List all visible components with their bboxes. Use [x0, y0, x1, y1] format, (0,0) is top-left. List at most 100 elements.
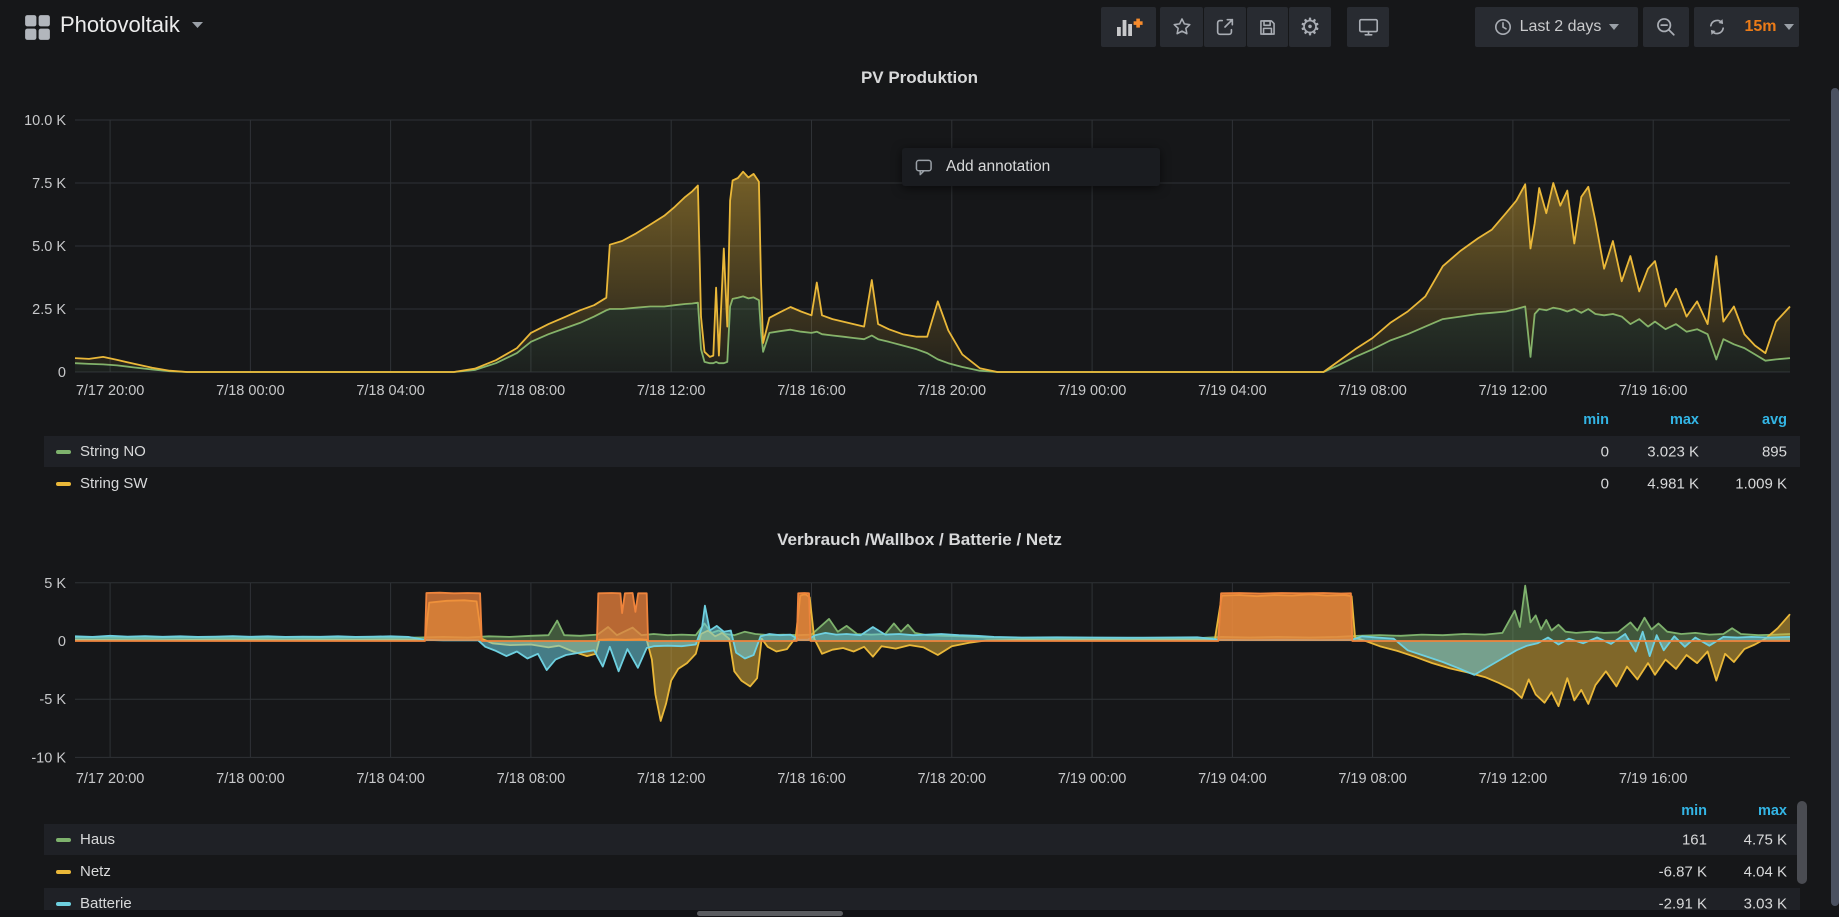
y-axis-label: -10 K: [31, 750, 66, 766]
netz-min: -6.87 K: [1658, 863, 1707, 880]
y-axis-label: 5 K: [44, 576, 66, 592]
star-button[interactable]: [1160, 7, 1203, 47]
x-axis-label: 7/18 12:00: [637, 771, 706, 787]
series-area-Haus: [75, 585, 1790, 641]
x-axis-label: 7/18 20:00: [918, 383, 987, 399]
comment-bubble-icon: [915, 159, 932, 175]
x-axis-label: 7/18 12:00: [637, 383, 706, 399]
save-icon: [1260, 19, 1275, 35]
settings-button[interactable]: ⚙: [1289, 7, 1331, 47]
x-axis-label: 7/18 08:00: [497, 771, 566, 787]
y-axis-label: 5.0 K: [32, 239, 66, 255]
horizontal-scrollbar-thumb[interactable]: [697, 911, 843, 916]
string-no-max: 3.023 K: [1647, 443, 1699, 460]
legend1-sort-avg[interactable]: avg: [1762, 412, 1787, 428]
dashboard-title-picker[interactable]: Photovoltaik: [60, 12, 203, 38]
clock-icon: [1494, 19, 1511, 35]
legend1-sort-min[interactable]: min: [1583, 412, 1609, 428]
series-label-string-no[interactable]: String NO: [80, 443, 146, 460]
chevron-down-icon: [1609, 24, 1620, 30]
zoom-out-icon: [1657, 18, 1675, 36]
string-no-min: 0: [1600, 443, 1609, 460]
x-axis-label: 7/18 04:00: [356, 383, 425, 399]
x-axis-label: 7/18 00:00: [216, 383, 285, 399]
series-swatch-string-sw: [56, 481, 71, 486]
star-icon: [1172, 18, 1191, 35]
verbrauch-chart[interactable]: 5 K 0 -5 K -10 K 7/17 20:00 7/18 00:00 7/18 04…: [0, 565, 1839, 797]
series-area-String SW: [75, 171, 1790, 372]
legend-row-string-sw[interactable]: String SW 0 4.981 K 1.009 K: [44, 468, 1800, 499]
y-axis-label: 0: [58, 365, 66, 381]
refresh-interval-dropdown[interactable]: 15m: [1739, 7, 1799, 47]
legend1-header: min max avg: [44, 410, 1800, 430]
x-axis-label: 7/18 16:00: [777, 771, 846, 787]
series-swatch-netz: [56, 869, 71, 874]
y-axis-label: 7.5 K: [32, 176, 66, 192]
x-axis-label: 7/18 00:00: [216, 771, 285, 787]
top-navbar: Photovoltaik: [0, 0, 1839, 55]
series-line-String SW: [74, 170, 1791, 373]
refresh-button[interactable]: [1694, 7, 1739, 47]
legend-row-netz[interactable]: Netz -6.87 K 4.04 K: [44, 856, 1800, 887]
haus-min: 161: [1681, 831, 1707, 848]
panel-title-verbrauch[interactable]: Verbrauch /Wallbox / Batterie / Netz: [777, 530, 1062, 549]
panel-title-pv-produktion[interactable]: PV Produktion: [860, 68, 979, 87]
y-axis-label: -5 K: [39, 692, 66, 708]
netz-max: 4.04 K: [1743, 863, 1787, 880]
series-line-Wallbox: [75, 591, 1790, 642]
page-scrollbar[interactable]: [1831, 88, 1839, 906]
legend-row-string-no[interactable]: String NO 0 3.023 K 895: [44, 436, 1800, 467]
series-label-haus[interactable]: Haus: [80, 831, 116, 848]
add-annotation-menu-item[interactable]: Add annotation: [902, 148, 1160, 186]
save-button[interactable]: [1247, 7, 1288, 47]
x-axis-label: 7/19 00:00: [1058, 383, 1127, 399]
refresh-group: 15m: [1694, 7, 1799, 47]
time-range-picker[interactable]: Last 2 days: [1475, 7, 1638, 47]
pv-produktion-chart[interactable]: 0 2.5 K 5.0 K 7.5 K 10.0 K 7/17 20:00 7/18 00:…: [0, 88, 1839, 406]
x-axis-label: 7/19 16:00: [1619, 771, 1688, 787]
string-sw-min: 0: [1600, 475, 1609, 492]
x-axis-label: 7/18 20:00: [918, 771, 987, 787]
chevron-down-icon: [1783, 24, 1794, 30]
series-swatch-haus: [56, 837, 71, 842]
dashboard-title: Photovoltaik: [60, 12, 180, 37]
dashboard-grid-icon[interactable]: [24, 14, 51, 46]
share-button[interactable]: [1204, 7, 1246, 47]
series-label-string-sw[interactable]: String SW: [80, 475, 148, 492]
refresh-interval-label: 15m: [1744, 18, 1777, 35]
x-axis-label: 7/18 04:00: [356, 771, 425, 787]
legend2-scrollbar[interactable]: [1797, 801, 1807, 884]
y-axis-label: 10.0 K: [24, 113, 66, 129]
series-swatch-string-no: [56, 449, 71, 454]
add-panel-button[interactable]: [1101, 7, 1156, 47]
x-axis-label: 7/19 08:00: [1338, 383, 1407, 399]
monitor-icon: [1358, 18, 1378, 36]
series-label-netz[interactable]: Netz: [80, 863, 111, 880]
x-axis-label: 7/19 04:00: [1198, 383, 1267, 399]
x-axis-label: 7/19 12:00: [1479, 771, 1548, 787]
batterie-max: 3.03 K: [1743, 895, 1787, 912]
legend-row-haus[interactable]: Haus 161 4.75 K: [44, 824, 1800, 855]
x-axis-label: 7/19 12:00: [1479, 383, 1548, 399]
y-axis-label: 2.5 K: [32, 302, 66, 318]
zoom-out-button[interactable]: [1643, 7, 1689, 47]
series-label-batterie[interactable]: Batterie: [80, 895, 132, 912]
legend1-sort-max[interactable]: max: [1669, 412, 1699, 428]
share-icon: [1216, 18, 1234, 36]
chevron-down-icon: [191, 22, 203, 28]
x-axis-label: 7/17 20:00: [76, 771, 145, 787]
legend2-sort-min[interactable]: min: [1681, 803, 1707, 819]
y-axis-label: 0: [58, 634, 66, 650]
x-axis-label: 7/19 08:00: [1338, 771, 1407, 787]
series-area-Netz: [75, 594, 1790, 721]
x-axis-label: 7/19 04:00: [1198, 771, 1267, 787]
legend2-header: min max: [44, 801, 1800, 821]
x-axis-label: 7/18 16:00: [777, 383, 846, 399]
string-sw-avg: 1.009 K: [1735, 475, 1787, 492]
x-axis-label: 7/19 00:00: [1058, 771, 1127, 787]
string-sw-max: 4.981 K: [1647, 475, 1699, 492]
legend2-sort-max[interactable]: max: [1757, 803, 1787, 819]
gear-icon: ⚙: [1299, 13, 1321, 41]
tv-kiosk-button[interactable]: [1347, 7, 1389, 47]
